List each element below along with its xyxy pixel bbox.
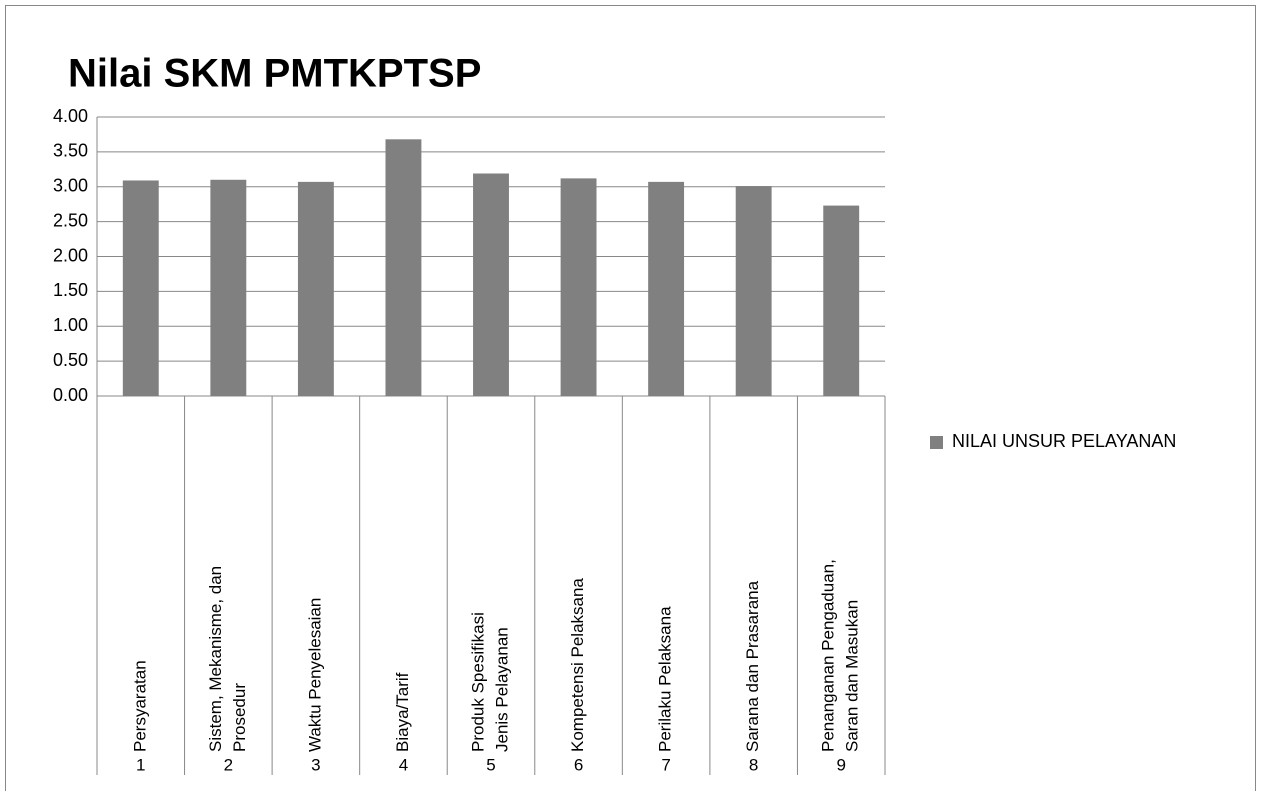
x-tick-label: Sistem, Mekanisme, dan	[206, 566, 225, 752]
x-category-number: 4	[399, 755, 408, 774]
bar	[210, 179, 247, 396]
y-tick-label: 3.00	[53, 176, 88, 196]
x-category-number: 7	[661, 755, 670, 774]
x-tick-label: Persyaratan	[130, 660, 149, 752]
bar	[823, 205, 860, 396]
x-tick-label: Penanganan Pengaduan,	[819, 559, 838, 752]
x-tick-label: Prosedur	[230, 683, 249, 752]
bar	[297, 181, 334, 396]
y-tick-label: 0.00	[53, 385, 88, 405]
chart-border	[5, 5, 1256, 791]
x-category-number: 2	[224, 755, 233, 774]
x-tick-label: Kompetensi Pelaksana	[568, 578, 587, 752]
x-category-number: 8	[749, 755, 758, 774]
bar	[648, 181, 685, 396]
x-category-number: 1	[136, 755, 145, 774]
y-tick-label: 1.50	[53, 280, 88, 300]
y-tick-label: 2.50	[53, 210, 88, 230]
bar	[385, 139, 422, 396]
chart-title: Nilai SKM PMTKPTSP	[68, 52, 481, 96]
x-category-number: 9	[836, 755, 845, 774]
bar	[122, 180, 159, 396]
x-tick-label: Produk Spesifikasi	[468, 612, 487, 752]
x-tick-label: Perilaku Pelaksana	[656, 606, 675, 752]
y-tick-label: 0.50	[53, 350, 88, 370]
y-tick-label: 3.50	[53, 141, 88, 161]
x-tick-label: Waktu Penyelesaian	[305, 598, 324, 752]
x-tick-label: Sarana dan Prasarana	[743, 580, 762, 752]
x-category-number: 6	[574, 755, 583, 774]
y-tick-label: 4.00	[53, 106, 88, 126]
bar	[560, 178, 597, 396]
x-category-number: 5	[486, 755, 495, 774]
y-tick-label: 2.00	[53, 245, 88, 265]
bar	[735, 186, 772, 396]
x-category-number: 3	[311, 755, 320, 774]
y-tick-label: 1.00	[53, 315, 88, 335]
bar	[473, 173, 509, 396]
x-tick-label: Saran dan Masukan	[843, 600, 862, 752]
legend-swatch	[930, 436, 943, 449]
legend-label: NILAI UNSUR PELAYANAN	[952, 431, 1176, 451]
x-tick-label: Biaya/Tarif	[393, 672, 412, 752]
x-tick-label: Jenis Pelayanan	[492, 627, 511, 752]
